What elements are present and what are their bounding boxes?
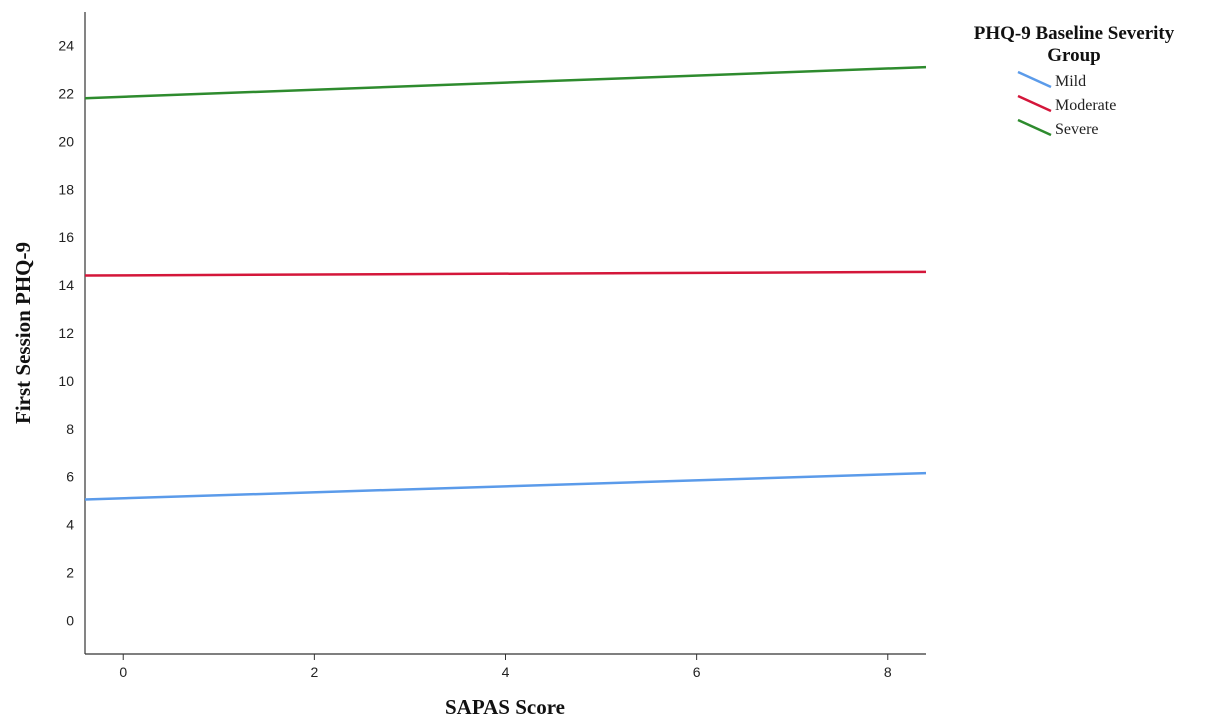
x-tick-label: 6	[693, 664, 701, 680]
series-line-mild	[84, 471, 927, 501]
y-tick-label: 18	[58, 181, 74, 197]
y-tick-label: 6	[66, 469, 74, 485]
y-tick-label: 12	[58, 325, 74, 341]
y-tick-label: 20	[58, 133, 74, 149]
x-tick-label: 2	[310, 664, 318, 680]
y-tick-label: 24	[58, 38, 74, 54]
x-axis-title: SAPAS Score	[445, 695, 565, 719]
y-tick-label: 0	[66, 612, 74, 628]
legend-swatch-mild	[1017, 70, 1052, 89]
y-axis-title: First Session PHQ-9	[11, 242, 35, 424]
legend: PHQ-9 Baseline Severity Group Mild Modera…	[974, 23, 1175, 138]
y-tick-label: 22	[58, 85, 74, 101]
series-line-severe	[84, 65, 927, 100]
legend-swatch-moderate	[1017, 94, 1052, 113]
x-axis-ticks: 0 2 4 6 8	[119, 654, 892, 680]
series-line-moderate	[84, 270, 927, 277]
y-tick-label: 2	[66, 565, 74, 581]
y-tick-label: 14	[58, 277, 74, 293]
y-tick-label: 8	[66, 421, 74, 437]
legend-label-mild: Mild	[1055, 73, 1086, 90]
legend-title-line-2: Group	[1047, 45, 1101, 66]
y-tick-label: 16	[58, 229, 74, 245]
legend-title-line-1: PHQ-9 Baseline Severity	[974, 23, 1175, 44]
legend-label-moderate: Moderate	[1055, 97, 1116, 114]
legend-swatch-severe	[1017, 118, 1052, 137]
x-tick-label: 8	[884, 664, 892, 680]
y-tick-label: 10	[58, 373, 74, 389]
legend-label-severe: Severe	[1055, 121, 1099, 138]
x-tick-label: 4	[502, 664, 510, 680]
series-lines	[84, 65, 927, 501]
y-tick-label: 4	[66, 517, 74, 533]
legend-items: Mild Moderate Severe	[1017, 70, 1116, 138]
x-tick-label: 0	[119, 664, 127, 680]
